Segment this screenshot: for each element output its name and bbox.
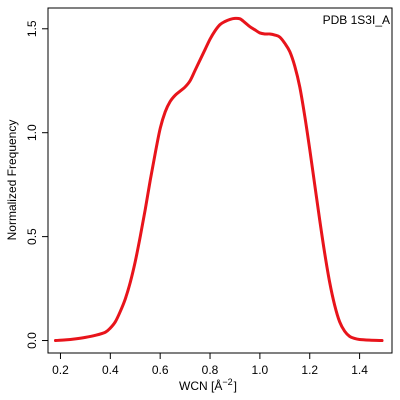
- x-tick-label: 0.2: [52, 363, 69, 377]
- x-tick-label: 1.2: [301, 363, 318, 377]
- y-axis: 0.0 0.5 1.0 1.5: [25, 20, 48, 349]
- x-tick-label: 0.4: [102, 363, 119, 377]
- x-tick-label: 0.8: [202, 363, 219, 377]
- x-axis-label-unit: Å: [214, 378, 222, 393]
- y-tick-label: 0.5: [25, 228, 39, 245]
- y-axis-label: Normalized Frequency: [5, 120, 19, 241]
- x-tick-label: 1.4: [351, 363, 368, 377]
- density-curve: [55, 18, 382, 340]
- pdb-annotation: PDB 1S3I_A: [323, 13, 390, 27]
- x-axis-label-text: WCN [: [179, 379, 215, 393]
- series-layer: [55, 18, 382, 340]
- y-tick-label: 1.0: [25, 124, 39, 141]
- x-axis-label: WCN [Å−2]: [179, 377, 237, 393]
- y-tick-label: 0.0: [25, 332, 39, 349]
- y-tick-label: 1.5: [25, 20, 39, 37]
- x-axis: 0.2 0.4 0.6 0.8 1.0 1.2 1.4: [52, 353, 368, 377]
- x-tick-label: 0.6: [152, 363, 169, 377]
- x-axis-label-close: ]: [234, 379, 237, 393]
- x-tick-label: 1.0: [252, 363, 269, 377]
- plot-frame: [48, 8, 392, 353]
- x-axis-label-exponent: −2: [222, 377, 232, 387]
